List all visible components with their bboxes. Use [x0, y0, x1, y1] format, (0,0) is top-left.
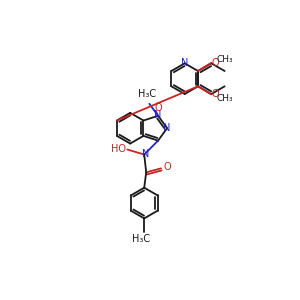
Text: CH₃: CH₃: [217, 55, 233, 64]
Text: HO: HO: [111, 144, 126, 154]
Text: O: O: [163, 162, 171, 172]
Text: H₃C: H₃C: [132, 234, 150, 244]
Text: O: O: [212, 89, 220, 99]
Text: H₃C: H₃C: [138, 89, 156, 99]
Text: CH₃: CH₃: [217, 94, 233, 103]
Text: N: N: [163, 123, 170, 133]
Text: N: N: [181, 58, 188, 68]
Text: N: N: [142, 148, 149, 158]
Text: N: N: [154, 110, 162, 120]
Text: O: O: [154, 103, 162, 113]
Text: O: O: [212, 58, 220, 68]
